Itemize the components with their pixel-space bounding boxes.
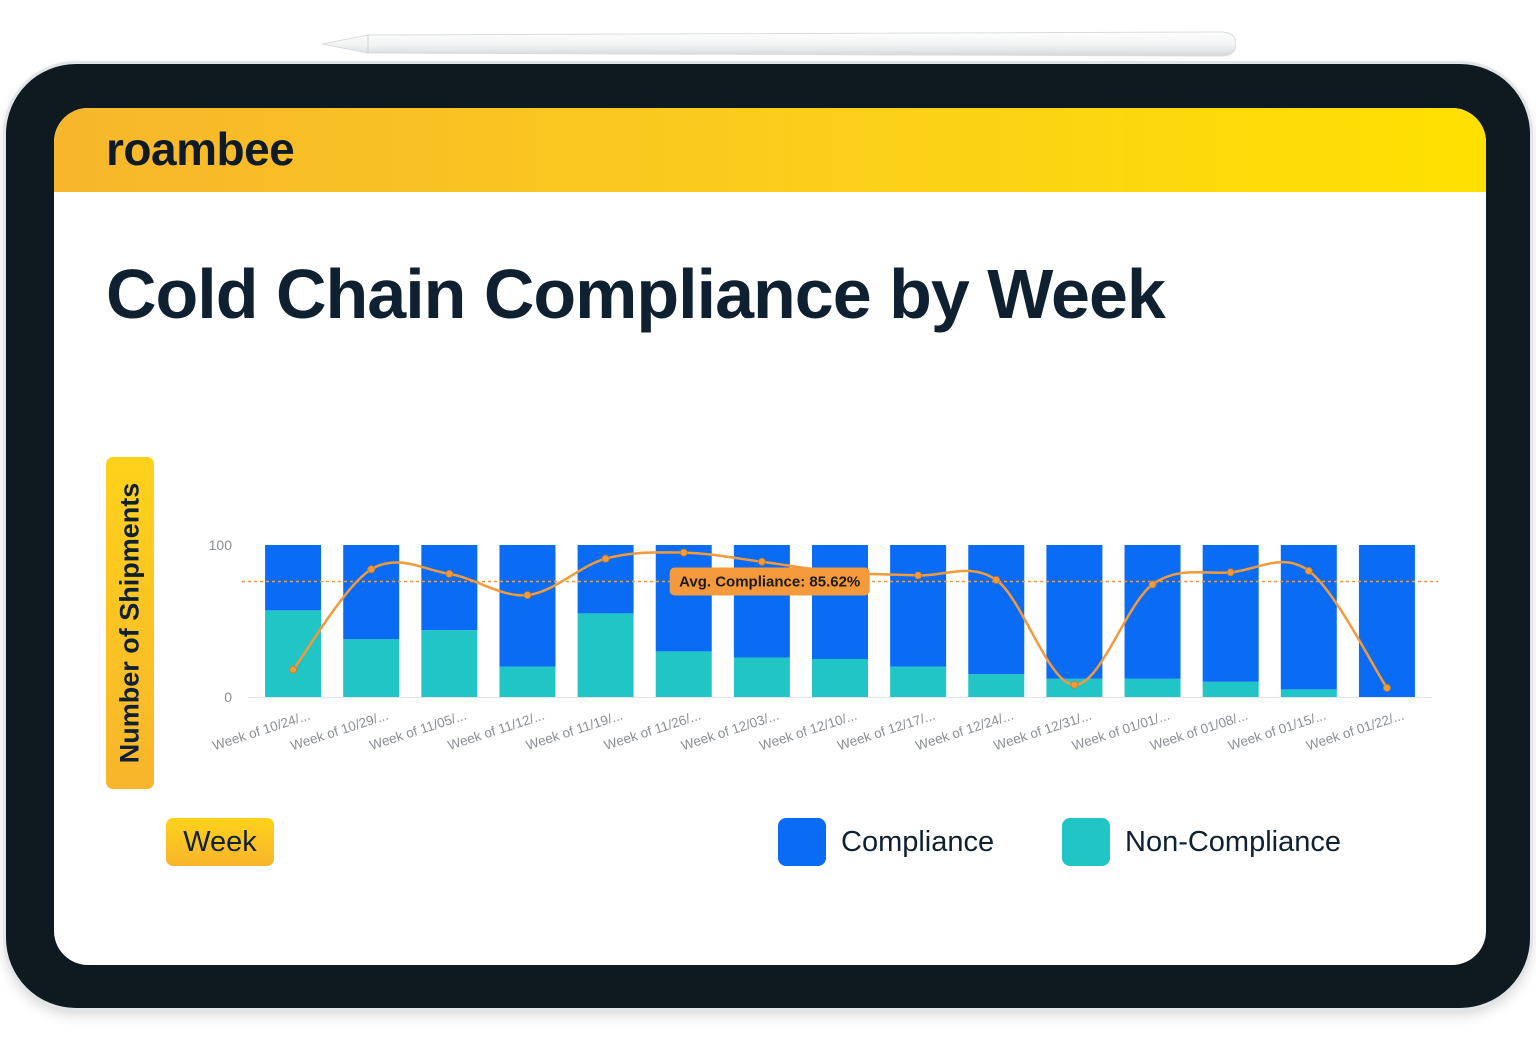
- trend-point-7: [757, 557, 766, 566]
- trend-point-4: [523, 591, 532, 600]
- bar-compliance-15: [1358, 545, 1415, 697]
- trend-point-9: [914, 571, 923, 580]
- legend-swatch-non-compliance: [1062, 818, 1110, 866]
- trend-point-13: [1226, 568, 1235, 577]
- trend-point-6: [679, 548, 688, 557]
- trend-point-10: [992, 576, 1001, 584]
- average-label: Avg. Compliance: 85.62%: [679, 573, 860, 590]
- bar-compliance-8: [812, 545, 868, 659]
- bar-compliance-10: [968, 545, 1025, 675]
- bar-non-compliance-9: [890, 666, 947, 697]
- y-tick-label: 100: [209, 537, 233, 553]
- tablet-screen: roambee Cold Chain Compliance by Week Nu…: [54, 108, 1486, 965]
- trend-point-5: [601, 554, 610, 563]
- bar-non-compliance-5: [577, 613, 634, 697]
- legend-label-compliance: Compliance: [841, 825, 995, 858]
- trend-point-11: [1070, 680, 1079, 689]
- bar-non-compliance-6: [655, 651, 712, 697]
- bar-non-compliance-7: [733, 657, 790, 697]
- bar-non-compliance-1: [265, 610, 322, 697]
- bar-compliance-6: [655, 545, 712, 652]
- trend-point-2: [367, 565, 376, 574]
- bar-compliance-1: [265, 545, 322, 611]
- y-axis-label-box: Number of Shipments: [106, 457, 154, 789]
- trend-point-3: [445, 569, 454, 578]
- bar-non-compliance-4: [499, 666, 556, 697]
- roambee-logo: roambee: [106, 123, 295, 175]
- legend-item-non-compliance: Non-Compliance: [1062, 816, 1341, 868]
- trend-point-1: [289, 665, 297, 674]
- brand-header: roambee: [54, 108, 1486, 192]
- legend-label-non-compliance: Non-Compliance: [1125, 825, 1341, 858]
- bar-compliance-14: [1280, 545, 1337, 690]
- trend-point-12: [1148, 580, 1157, 589]
- bar-non-compliance-13: [1202, 681, 1259, 697]
- y-tick-label: 0: [224, 689, 232, 705]
- chart-title: Cold Chain Compliance by Week: [106, 255, 1166, 333]
- bar-compliance-9: [890, 545, 947, 667]
- bar-non-compliance-12: [1124, 678, 1181, 697]
- bar-compliance-2: [343, 545, 400, 640]
- average-label-background: [669, 567, 870, 596]
- trend-point-15: [1383, 683, 1391, 692]
- bar-non-compliance-10: [968, 674, 1025, 697]
- bar-non-compliance-2: [343, 639, 400, 697]
- bar-compliance-3: [421, 545, 478, 631]
- bar-compliance-4: [499, 545, 556, 667]
- bar-compliance-11: [1046, 545, 1103, 679]
- bar-non-compliance-3: [421, 630, 478, 697]
- bar-compliance-13: [1202, 545, 1259, 682]
- x-axis-label: Week: [166, 818, 274, 866]
- bar-non-compliance-8: [812, 659, 868, 697]
- trend-point-14: [1304, 566, 1313, 575]
- legend-swatch-compliance: [778, 818, 826, 866]
- legend-item-compliance: Compliance: [778, 816, 994, 868]
- stylus-pencil: [322, 31, 1236, 57]
- bar-compliance-12: [1124, 545, 1181, 679]
- bar-non-compliance-14: [1280, 689, 1337, 697]
